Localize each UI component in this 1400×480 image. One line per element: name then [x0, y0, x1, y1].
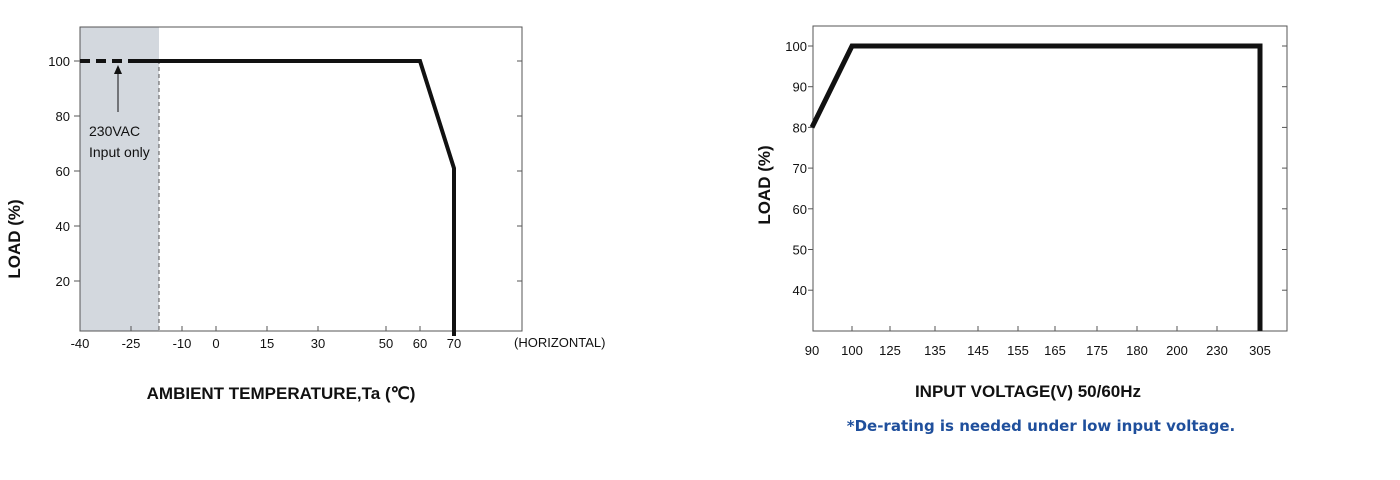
y-tick-label: 50: [793, 243, 807, 258]
y-tick-label: 80: [793, 120, 807, 135]
y-axis-title-right: LOAD (%): [755, 145, 774, 224]
x-tick-label: 125: [879, 343, 901, 358]
x-tick-label: 90: [805, 343, 819, 358]
annotation-line-1: 230VAC: [89, 123, 140, 139]
x-tick-label: 305: [1249, 343, 1271, 358]
x-axis-title-right: INPUT VOLTAGE(V) 50/60Hz: [915, 382, 1141, 401]
y-tick-label: 60: [56, 164, 70, 179]
x-tick-label: 180: [1126, 343, 1148, 358]
x-ticks-right: 90 100 125 135 145 155 165 175 180 200 230 305: [805, 326, 1271, 358]
y-tick-label: 40: [56, 219, 70, 234]
y-tick-label: 100: [48, 54, 70, 69]
y-tick-label: 100: [785, 39, 807, 54]
input-voltage-derating-chart: 40 50 60 70 80 90 100 90 100 125 135 145 155 165 175 1…: [755, 25, 1288, 435]
y-tick-label: 90: [793, 80, 807, 95]
derating-note: *De-rating is needed under low input vol…: [847, 417, 1236, 435]
x-tick-label: 175: [1086, 343, 1108, 358]
annotation-arrowhead: [114, 65, 122, 74]
y-ticks-right: 40 50 60 70 80 90 100: [785, 39, 1287, 298]
x-tick-label: 155: [1007, 343, 1029, 358]
x-tick-label: -25: [122, 336, 141, 351]
x-tick-label: 50: [379, 336, 393, 351]
x-tick-label: 15: [260, 336, 274, 351]
y-ticks-left: 20 40 60 80 100: [48, 54, 522, 289]
series-right: [809, 43, 1263, 331]
series-left: [80, 59, 456, 336]
y-axis-title-left: LOAD (%): [5, 199, 24, 278]
y-tick-label: 60: [793, 202, 807, 217]
x-tick-label: 100: [841, 343, 863, 358]
y-tick-label: 80: [56, 109, 70, 124]
x-tick-label: 70: [447, 336, 461, 351]
input-only-shaded-region: [80, 27, 159, 331]
x-tick-label: 200: [1166, 343, 1188, 358]
y-tick-label: 70: [793, 161, 807, 176]
x-ticks-left: -40 -25 -10 0 15 30 50 60 70: [71, 326, 461, 351]
x-tick-label: 165: [1044, 343, 1066, 358]
plot-frame-left: [79, 26, 523, 332]
x-tick-label: 30: [311, 336, 325, 351]
x-tick-label: 0: [212, 336, 219, 351]
series-line-solid: [131, 59, 456, 336]
series-line-solid: [809, 43, 1263, 331]
x-tick-label: -40: [71, 336, 90, 351]
x-tick-label: 135: [924, 343, 946, 358]
y-tick-label: 20: [56, 274, 70, 289]
x-tick-label: 145: [967, 343, 989, 358]
plot-frame-right: [812, 25, 1288, 332]
x-tick-label: -10: [173, 336, 192, 351]
y-tick-label: 40: [793, 283, 807, 298]
x-tick-note: (HORIZONTAL): [514, 335, 605, 350]
annotation-line-2: Input only: [89, 144, 150, 160]
x-tick-label: 230: [1206, 343, 1228, 358]
x-tick-label: 60: [413, 336, 427, 351]
x-axis-title-left: AMBIENT TEMPERATURE,Ta (℃): [147, 384, 416, 403]
